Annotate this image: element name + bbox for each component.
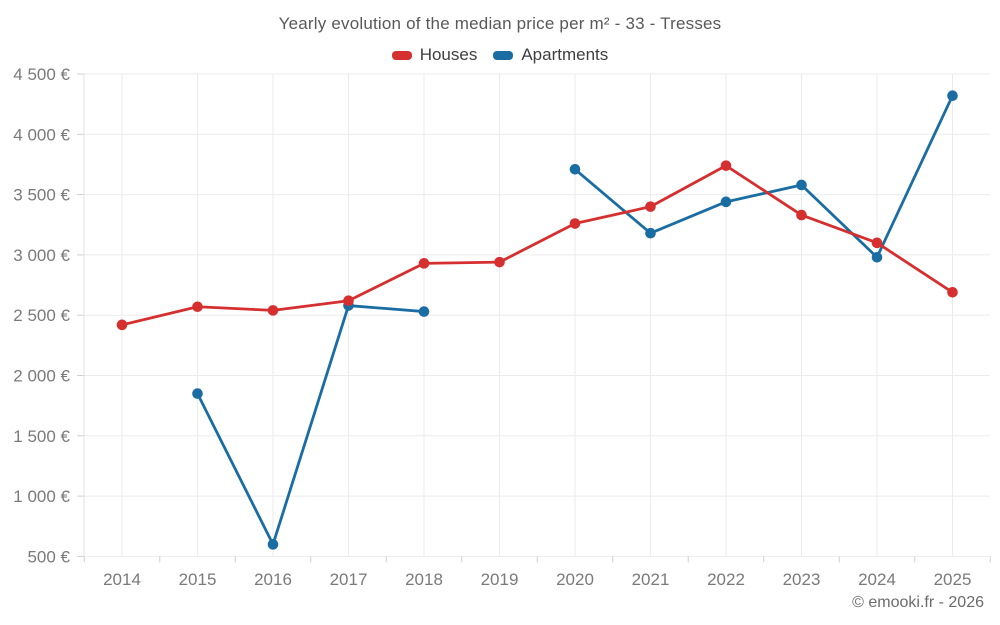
houses-data-point[interactable] bbox=[116, 319, 128, 331]
apartments-series-line bbox=[573, 94, 954, 259]
houses-data-point[interactable] bbox=[192, 301, 203, 313]
y-axis-tick-label: 2 000 € bbox=[13, 367, 70, 386]
apartments-data-point[interactable] bbox=[720, 196, 732, 208]
chart-title: Yearly evolution of the median price per… bbox=[278, 14, 722, 33]
x-axis-tick-label: 2014 bbox=[103, 570, 141, 589]
x-axis-tick-label: 2016 bbox=[254, 570, 292, 589]
houses-data-point[interactable] bbox=[871, 237, 883, 249]
x-axis-tick-label: 2024 bbox=[858, 570, 896, 589]
x-axis-tick-label: 2018 bbox=[405, 570, 443, 589]
apartments-data-point[interactable] bbox=[569, 163, 581, 175]
houses-data-point[interactable] bbox=[720, 160, 732, 171]
houses-data-point[interactable] bbox=[645, 201, 656, 212]
houses-data-point[interactable] bbox=[418, 258, 430, 269]
apartments-data-point[interactable] bbox=[947, 90, 958, 102]
chart-legend: Houses Apartments bbox=[0, 45, 1000, 65]
y-axis-tick-label: 4 500 € bbox=[13, 65, 70, 84]
houses-data-point[interactable] bbox=[796, 209, 807, 221]
y-axis-tick-label: 4 000 € bbox=[13, 125, 70, 144]
x-axis-tick-label: 2022 bbox=[707, 570, 745, 589]
legend-item-apartments[interactable]: Apartments bbox=[493, 45, 608, 65]
x-axis-tick-label: 2019 bbox=[481, 570, 519, 589]
apartments-series-swatch-icon bbox=[493, 50, 514, 60]
houses-data-point[interactable] bbox=[494, 256, 505, 268]
apartments-data-point[interactable] bbox=[796, 179, 807, 191]
x-axis-tick-label: 2021 bbox=[632, 570, 670, 589]
houses-data-point[interactable] bbox=[569, 218, 581, 229]
legend-label-houses: Houses bbox=[419, 45, 478, 64]
x-axis-tick-label: 2023 bbox=[783, 570, 821, 589]
y-axis-tick-label: 1 000 € bbox=[13, 487, 70, 506]
apartments-data-point[interactable] bbox=[871, 252, 883, 263]
apartments-data-point[interactable] bbox=[267, 539, 279, 550]
y-axis-tick-label: 3 000 € bbox=[13, 246, 70, 265]
x-axis-tick-label: 2017 bbox=[330, 570, 368, 589]
y-axis-tick-label: 3 500 € bbox=[13, 186, 70, 205]
x-axis-tick-label: 2025 bbox=[934, 570, 972, 589]
houses-series-swatch-icon bbox=[391, 50, 412, 60]
y-axis-tick-label: 500 € bbox=[27, 547, 70, 566]
x-axis-tick-label: 2020 bbox=[556, 570, 594, 589]
apartments-data-point[interactable] bbox=[192, 388, 203, 399]
apartments-data-point[interactable] bbox=[418, 306, 430, 317]
footer-credit: © emooki.fr - 2026 bbox=[852, 594, 984, 611]
houses-data-point[interactable] bbox=[947, 286, 958, 298]
apartments-data-point[interactable] bbox=[645, 227, 656, 239]
houses-series-line bbox=[120, 164, 954, 327]
y-axis-tick-label: 2 500 € bbox=[13, 306, 70, 325]
legend-label-apartments: Apartments bbox=[521, 45, 609, 64]
x-axis-tick-label: 2015 bbox=[179, 570, 217, 589]
houses-data-point[interactable] bbox=[267, 305, 279, 316]
legend-item-houses[interactable]: Houses bbox=[391, 45, 478, 65]
y-axis-tick-label: 1 500 € bbox=[13, 427, 70, 446]
apartments-series-line bbox=[196, 304, 426, 546]
houses-data-point[interactable] bbox=[343, 295, 354, 307]
